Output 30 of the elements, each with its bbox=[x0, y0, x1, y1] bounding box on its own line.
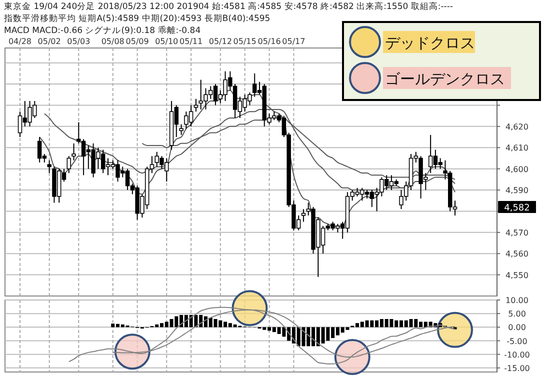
x-tick-label: 05/03 bbox=[67, 37, 90, 46]
y-tick-label: 4,620 bbox=[506, 122, 528, 132]
x-tick-label: 05/12 bbox=[208, 37, 232, 46]
y-tick-label: -10.00 bbox=[504, 350, 530, 360]
y-tick-label: 4,550 bbox=[506, 270, 528, 280]
y-tick-label: 0.00 bbox=[508, 323, 526, 332]
x-tick-label: 05/09 bbox=[126, 37, 149, 46]
text: 4,582 bbox=[504, 203, 530, 214]
x-tick-label: 05/15 bbox=[233, 37, 256, 46]
x-tick-label: 05/02 bbox=[38, 37, 61, 46]
legend-label: ゴールデンクロス bbox=[385, 70, 505, 88]
legend-label: デッドクロス bbox=[385, 34, 475, 52]
y-tick-label: -15.00 bbox=[504, 364, 530, 373]
x-tick-label: 05/11 bbox=[180, 37, 203, 46]
y-tick-label: -5.00 bbox=[506, 336, 528, 346]
text: MACD MACD:-0.66 シグナル(9):0.18 乖離:-0.84 bbox=[4, 25, 201, 36]
x-tick-label: 05/08 bbox=[101, 37, 124, 46]
x-tick-label: 05/16 bbox=[258, 37, 281, 46]
y-tick-label: 5.00 bbox=[508, 310, 526, 319]
x-tick-label: 05/17 bbox=[282, 37, 306, 46]
y-tick-label: 10.00 bbox=[506, 296, 528, 305]
chart-subtitle: 指数平滑移動平均 短期A(5):4589 中期(20):4593 長期B(40):4595 bbox=[3, 13, 270, 24]
y-tick-label: 4,560 bbox=[506, 250, 528, 259]
chart-title: 東京金 19/04 240分足 2018/05/23 12:00 201904 始:4581 高:4585 安:4578 終:4582 出来高:1550 取組高:---- bbox=[4, 1, 453, 12]
y-tick-label: 4,600 bbox=[506, 164, 528, 174]
x-tick-label: 05/10 bbox=[155, 37, 178, 46]
y-tick-label: 4,590 bbox=[506, 186, 528, 196]
x-tick-label: 04/28 bbox=[8, 37, 32, 46]
y-tick-label: 4,570 bbox=[506, 228, 528, 238]
y-tick-label: 4,610 bbox=[506, 144, 528, 153]
